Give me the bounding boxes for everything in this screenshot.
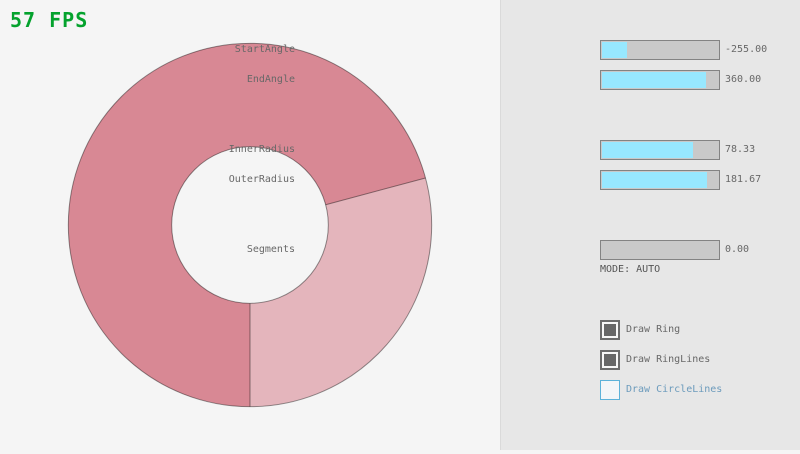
checkbox-label: Draw CircleLines xyxy=(626,384,723,395)
ring-canvas xyxy=(67,42,433,408)
slider-value: 360.00 xyxy=(725,74,762,85)
slider-value: 181.67 xyxy=(725,174,762,185)
slider-label: Segments xyxy=(246,244,295,255)
segments-slider[interactable] xyxy=(600,240,720,260)
innerradius-slider[interactable] xyxy=(600,140,720,160)
startangle-slider[interactable] xyxy=(600,40,720,60)
slider-value: 78.33 xyxy=(725,144,756,155)
slider-fill xyxy=(602,42,627,58)
checkbox-box[interactable] xyxy=(600,380,620,400)
checkbox-check-mark xyxy=(604,324,616,336)
slider-label: OuterRadius xyxy=(228,174,295,185)
slider-label: StartAngle xyxy=(234,44,295,55)
checkbox-label: Draw RingLines xyxy=(626,354,711,365)
checkbox-check-mark xyxy=(604,354,616,366)
slider-label: EndAngle xyxy=(246,74,295,85)
slider-value: 0.00 xyxy=(725,244,750,255)
slider-label: InnerRadius xyxy=(228,144,295,155)
segments-mode-label: MODE: AUTO xyxy=(600,264,661,275)
slider-fill xyxy=(602,172,707,188)
fps-counter: 57 FPS xyxy=(10,8,89,32)
checkbox-box[interactable] xyxy=(600,320,620,340)
slider-fill xyxy=(602,142,693,158)
slider-value: -255.00 xyxy=(725,44,768,55)
slider-fill xyxy=(602,72,706,88)
checkbox-label: Draw Ring xyxy=(626,324,681,335)
endangle-slider[interactable] xyxy=(600,70,720,90)
control-panel: StartAngle -255.00 EndAngle 360.00 Inner… xyxy=(229,0,800,450)
donut-ring xyxy=(67,42,433,408)
outerradius-slider[interactable] xyxy=(600,170,720,190)
checkbox-box[interactable] xyxy=(600,350,620,370)
